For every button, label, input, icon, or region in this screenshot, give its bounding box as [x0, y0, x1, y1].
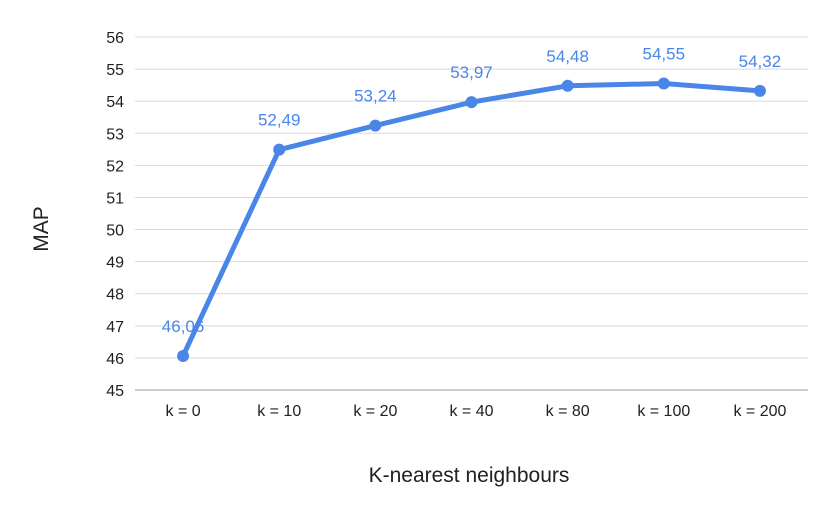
x-tick-label: k = 0 — [166, 403, 201, 420]
y-tick-label: 53 — [106, 126, 124, 143]
y-tick-label: 51 — [106, 190, 124, 207]
data-point — [273, 143, 286, 156]
y-tick-label: 56 — [106, 30, 124, 47]
data-point — [177, 349, 190, 362]
data-label: 53,97 — [450, 63, 493, 82]
y-tick-label: 49 — [106, 255, 124, 272]
data-points — [177, 77, 766, 362]
data-point — [465, 96, 478, 109]
x-tick-label: k = 100 — [637, 403, 690, 420]
x-tick-label: k = 80 — [546, 403, 590, 420]
x-axis-ticks: k = 0 k = 10 k = 20 k = 40 k = 80 k = 100 k = … — [166, 403, 787, 420]
y-tick-label: 46 — [106, 351, 124, 368]
x-tick-label: k = 20 — [353, 403, 397, 420]
y-tick-label: 47 — [106, 319, 124, 336]
y-tick-label: 48 — [106, 287, 124, 304]
y-tick-label: 55 — [106, 62, 124, 79]
data-label: 54,55 — [643, 45, 686, 64]
data-label: 46,06 — [162, 317, 205, 336]
data-point — [657, 77, 670, 90]
y-tick-label: 54 — [106, 94, 124, 111]
y-tick-label: 50 — [106, 223, 124, 240]
gridlines — [135, 36, 808, 391]
x-tick-label: k = 10 — [257, 403, 301, 420]
y-axis-title: MAP — [30, 206, 53, 252]
data-point — [753, 84, 766, 97]
data-point — [561, 79, 574, 92]
x-tick-label: k = 200 — [733, 403, 786, 420]
y-tick-label: 52 — [106, 158, 124, 175]
data-label: 53,24 — [354, 87, 397, 106]
x-axis-title: K-nearest neighbours — [369, 464, 570, 487]
data-label: 54,48 — [546, 47, 589, 66]
y-tick-label: 45 — [106, 383, 124, 400]
data-label: 54,32 — [739, 52, 782, 71]
y-axis-ticks: 45 46 47 48 49 50 51 52 53 54 55 56 — [106, 30, 124, 400]
data-label: 52,49 — [258, 111, 301, 130]
x-tick-label: k = 40 — [449, 403, 493, 420]
data-labels: 46,06 52,49 53,24 53,97 54,48 54,55 54,32 — [162, 45, 781, 336]
data-point — [369, 119, 382, 132]
